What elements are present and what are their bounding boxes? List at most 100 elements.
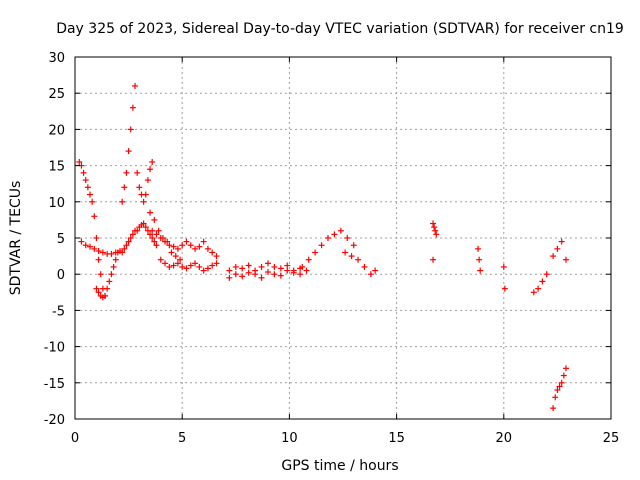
data-point xyxy=(303,267,310,274)
data-point xyxy=(277,272,284,279)
data-point xyxy=(355,256,362,263)
data-point xyxy=(106,278,113,285)
data-point xyxy=(560,372,567,379)
data-point xyxy=(558,379,565,386)
data-point xyxy=(554,245,561,252)
data-point xyxy=(196,263,203,270)
data-point xyxy=(554,387,561,394)
data-point xyxy=(543,271,550,278)
data-point xyxy=(556,383,563,390)
data-point xyxy=(142,224,149,231)
data-point xyxy=(102,292,109,299)
y-tick-label: -20 xyxy=(44,413,65,428)
data-point xyxy=(350,242,357,249)
data-point xyxy=(342,249,349,256)
data-point xyxy=(82,242,89,249)
data-point xyxy=(192,260,199,267)
data-point xyxy=(151,238,158,245)
data-point xyxy=(147,231,154,238)
y-tick-label: 20 xyxy=(48,123,65,138)
data-point xyxy=(431,224,438,231)
data-point xyxy=(123,169,130,176)
y-tick-label: -10 xyxy=(44,341,65,356)
x-tick-label: 10 xyxy=(281,431,298,446)
data-point xyxy=(264,269,271,276)
data-point xyxy=(196,243,203,250)
data-point xyxy=(129,231,136,238)
data-point xyxy=(97,271,104,278)
data-point xyxy=(140,220,147,227)
data-points xyxy=(76,82,569,412)
data-point xyxy=(297,271,304,278)
data-point xyxy=(348,253,355,260)
data-point xyxy=(136,184,143,191)
data-point xyxy=(95,289,102,296)
data-point xyxy=(91,213,98,220)
data-point xyxy=(475,245,482,252)
data-point xyxy=(170,243,177,250)
data-point xyxy=(337,227,344,234)
data-point xyxy=(166,242,173,249)
y-tick-label: -15 xyxy=(44,377,65,392)
data-point xyxy=(153,242,160,249)
data-point xyxy=(187,242,194,249)
data-point xyxy=(232,271,239,278)
data-point xyxy=(200,238,207,245)
data-point xyxy=(183,265,190,272)
data-point xyxy=(264,260,271,267)
data-point xyxy=(108,250,115,257)
data-point xyxy=(476,256,483,263)
data-point xyxy=(87,191,94,198)
data-point xyxy=(108,271,115,278)
data-point xyxy=(132,82,139,89)
data-point xyxy=(284,267,291,274)
data-point xyxy=(277,265,284,272)
data-point xyxy=(535,285,542,292)
data-point xyxy=(112,256,119,263)
y-axis-label: SDTVAR / TECUs xyxy=(8,181,24,296)
data-point xyxy=(121,184,128,191)
data-point xyxy=(134,227,141,234)
data-point xyxy=(153,231,160,238)
data-point xyxy=(162,260,169,267)
data-point xyxy=(177,256,184,263)
y-tick-label: 10 xyxy=(48,196,65,211)
data-point xyxy=(179,263,186,270)
data-point xyxy=(187,262,194,269)
data-point xyxy=(91,245,98,252)
data-point xyxy=(168,249,175,256)
data-point xyxy=(166,263,173,270)
data-point xyxy=(192,245,199,252)
data-point xyxy=(331,231,338,238)
data-point xyxy=(552,394,559,401)
data-point xyxy=(432,227,439,234)
data-point xyxy=(305,256,312,263)
y-tick-label: 30 xyxy=(48,51,65,66)
x-tick-label: 20 xyxy=(496,431,513,446)
data-point xyxy=(82,177,89,184)
y-tick-label: 0 xyxy=(57,268,65,283)
data-point xyxy=(149,227,156,234)
data-point xyxy=(318,242,325,249)
data-point xyxy=(239,265,246,272)
y-tick-label: 15 xyxy=(48,160,65,175)
data-point xyxy=(245,262,252,269)
data-point xyxy=(204,245,211,252)
data-point xyxy=(104,285,111,292)
data-point xyxy=(125,238,132,245)
data-point xyxy=(477,267,484,274)
data-point xyxy=(149,158,156,165)
data-point xyxy=(430,220,437,227)
data-point xyxy=(129,104,136,111)
data-point xyxy=(125,148,132,155)
data-point xyxy=(95,248,102,255)
data-point xyxy=(170,262,177,269)
data-point xyxy=(299,263,306,270)
data-point xyxy=(500,263,507,270)
data-point xyxy=(127,235,134,241)
data-point xyxy=(174,245,181,252)
data-point xyxy=(76,158,83,165)
data-point xyxy=(183,238,190,245)
data-point xyxy=(361,263,368,270)
